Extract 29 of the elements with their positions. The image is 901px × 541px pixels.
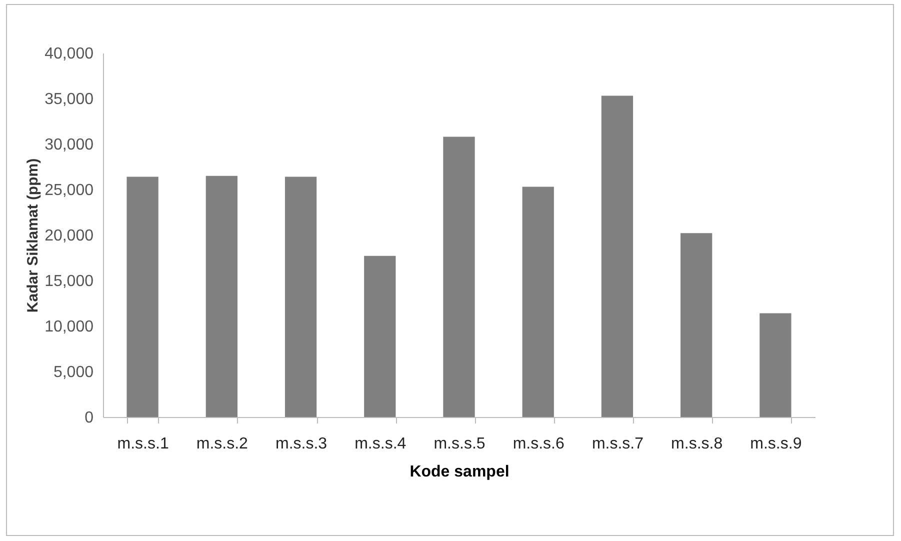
bar: [284, 176, 317, 417]
y-tick-label: 20,000: [44, 228, 94, 244]
x-tick-label: m.s.s.6: [512, 436, 564, 452]
x-tick-label: m.s.s.5: [434, 436, 486, 452]
y-axis-title: Kadar Siklamat (ppm): [24, 158, 42, 313]
y-tick-label: 35,000: [44, 91, 94, 108]
x-tick-label: m.s.s.4: [354, 436, 406, 452]
x-tick-label: m.s.s.2: [196, 436, 248, 452]
x-tick-label: m.s.s.1: [117, 436, 169, 452]
bar: [680, 233, 712, 417]
x-tick-label: m.s.s.7: [592, 436, 644, 452]
x-tick-label: m.s.s.3: [275, 436, 328, 452]
bar: [443, 136, 475, 417]
bar: [364, 256, 396, 417]
y-tick-label: 15,000: [44, 273, 94, 290]
bar: [206, 176, 238, 417]
x-tick-label: m.s.s.9: [750, 436, 802, 452]
bar: [126, 176, 158, 417]
bar: [601, 96, 634, 417]
bar: [522, 186, 554, 417]
x-tick-label: m.s.s.8: [671, 436, 723, 452]
y-tick-label: 40,000: [44, 46, 94, 62]
y-tick-label: 30,000: [44, 136, 94, 154]
y-tick-label: 25,000: [44, 182, 94, 199]
y-tick-label: 10,000: [44, 318, 94, 336]
bar: [760, 313, 792, 417]
y-tick-label: 5,000: [53, 364, 94, 381]
x-axis-title: Kode sampel: [410, 464, 510, 480]
y-tick-label: 0: [84, 410, 94, 426]
